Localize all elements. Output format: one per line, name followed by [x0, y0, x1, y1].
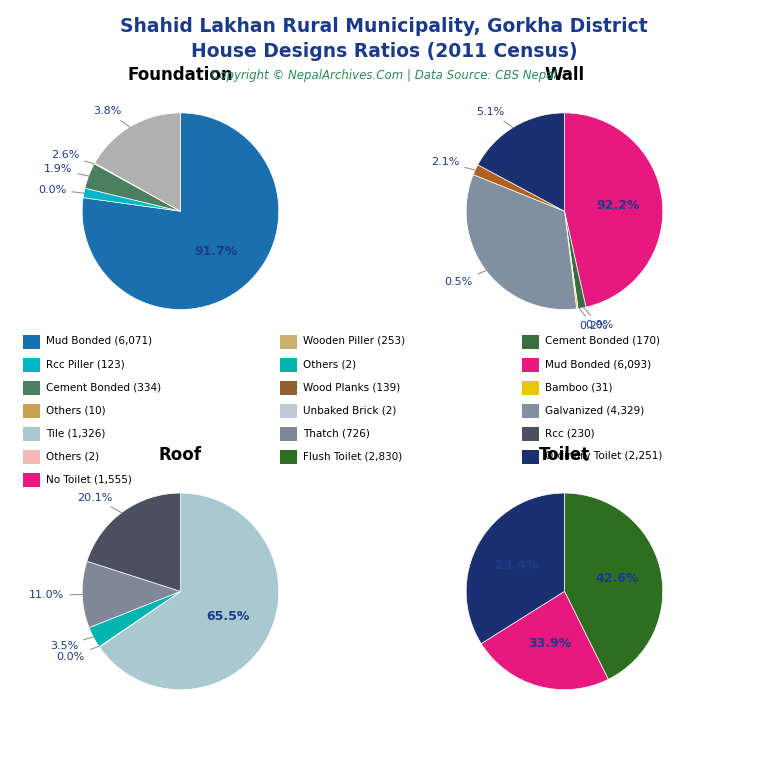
Text: Cement Bonded (170): Cement Bonded (170) — [545, 336, 660, 346]
Wedge shape — [99, 591, 180, 647]
Text: 2.1%: 2.1% — [431, 157, 475, 170]
Text: 0.2%: 0.2% — [579, 308, 608, 331]
Wedge shape — [564, 211, 586, 309]
Text: 91.7%: 91.7% — [194, 246, 237, 259]
Text: Wood Planks (139): Wood Planks (139) — [303, 382, 401, 392]
Text: 23.4%: 23.4% — [495, 558, 539, 571]
Title: Foundation: Foundation — [127, 66, 233, 84]
Text: 1.9%: 1.9% — [44, 164, 89, 176]
Text: Galvanized (4,329): Galvanized (4,329) — [545, 405, 644, 415]
Text: 0.0%: 0.0% — [584, 307, 614, 330]
Wedge shape — [82, 113, 279, 310]
Text: Mud Bonded (6,093): Mud Bonded (6,093) — [545, 359, 651, 369]
Wedge shape — [83, 188, 180, 211]
Text: Flush Toilet (2,830): Flush Toilet (2,830) — [303, 451, 402, 462]
Text: 5.1%: 5.1% — [477, 107, 513, 127]
Title: Roof: Roof — [159, 446, 202, 464]
Wedge shape — [564, 211, 578, 309]
Text: 33.9%: 33.9% — [528, 637, 571, 650]
Wedge shape — [89, 591, 180, 647]
Wedge shape — [466, 174, 577, 310]
Wedge shape — [94, 113, 180, 211]
Text: Thatch (726): Thatch (726) — [303, 428, 370, 439]
Text: Wooden Piller (253): Wooden Piller (253) — [303, 336, 406, 346]
Text: Cement Bonded (334): Cement Bonded (334) — [46, 382, 161, 392]
Text: Bamboo (31): Bamboo (31) — [545, 382, 613, 392]
Wedge shape — [473, 165, 564, 211]
Wedge shape — [82, 561, 180, 627]
Wedge shape — [482, 591, 608, 690]
Text: 42.6%: 42.6% — [595, 572, 639, 585]
Wedge shape — [87, 493, 180, 591]
Wedge shape — [85, 164, 180, 211]
Text: Others (2): Others (2) — [303, 359, 356, 369]
Text: Others (10): Others (10) — [46, 405, 106, 415]
Text: Mud Bonded (6,071): Mud Bonded (6,071) — [46, 336, 152, 346]
Text: Rcc Piller (123): Rcc Piller (123) — [46, 359, 125, 369]
Text: 0.0%: 0.0% — [57, 646, 99, 662]
Wedge shape — [564, 493, 663, 680]
Wedge shape — [466, 493, 564, 644]
Text: 11.0%: 11.0% — [29, 590, 82, 600]
Wedge shape — [478, 113, 564, 211]
Text: No Toilet (1,555): No Toilet (1,555) — [46, 474, 132, 485]
Text: 2.6%: 2.6% — [51, 150, 94, 164]
Text: 0.5%: 0.5% — [445, 270, 486, 287]
Text: Tile (1,326): Tile (1,326) — [46, 428, 105, 439]
Text: House Designs Ratios (2011 Census): House Designs Ratios (2011 Census) — [190, 42, 578, 61]
Text: Unbaked Brick (2): Unbaked Brick (2) — [303, 405, 397, 415]
Text: 20.1%: 20.1% — [77, 492, 122, 513]
Text: Ordinary Toilet (2,251): Ordinary Toilet (2,251) — [545, 451, 663, 462]
Text: Others (2): Others (2) — [46, 451, 99, 462]
Text: 3.5%: 3.5% — [50, 637, 94, 650]
Text: 3.8%: 3.8% — [94, 106, 130, 127]
Text: Shahid Lakhan Rural Municipality, Gorkha District: Shahid Lakhan Rural Municipality, Gorkha… — [120, 17, 648, 36]
Text: 92.2%: 92.2% — [597, 199, 640, 212]
Text: Copyright © NepalArchives.Com | Data Source: CBS Nepal: Copyright © NepalArchives.Com | Data Sou… — [211, 69, 557, 82]
Wedge shape — [564, 113, 663, 307]
Text: Rcc (230): Rcc (230) — [545, 428, 595, 439]
Title: Wall: Wall — [545, 66, 584, 84]
Wedge shape — [100, 493, 279, 690]
Title: Toilet: Toilet — [539, 446, 590, 464]
Text: 65.5%: 65.5% — [207, 610, 250, 623]
Text: 0.0%: 0.0% — [38, 184, 84, 194]
Wedge shape — [94, 163, 180, 211]
